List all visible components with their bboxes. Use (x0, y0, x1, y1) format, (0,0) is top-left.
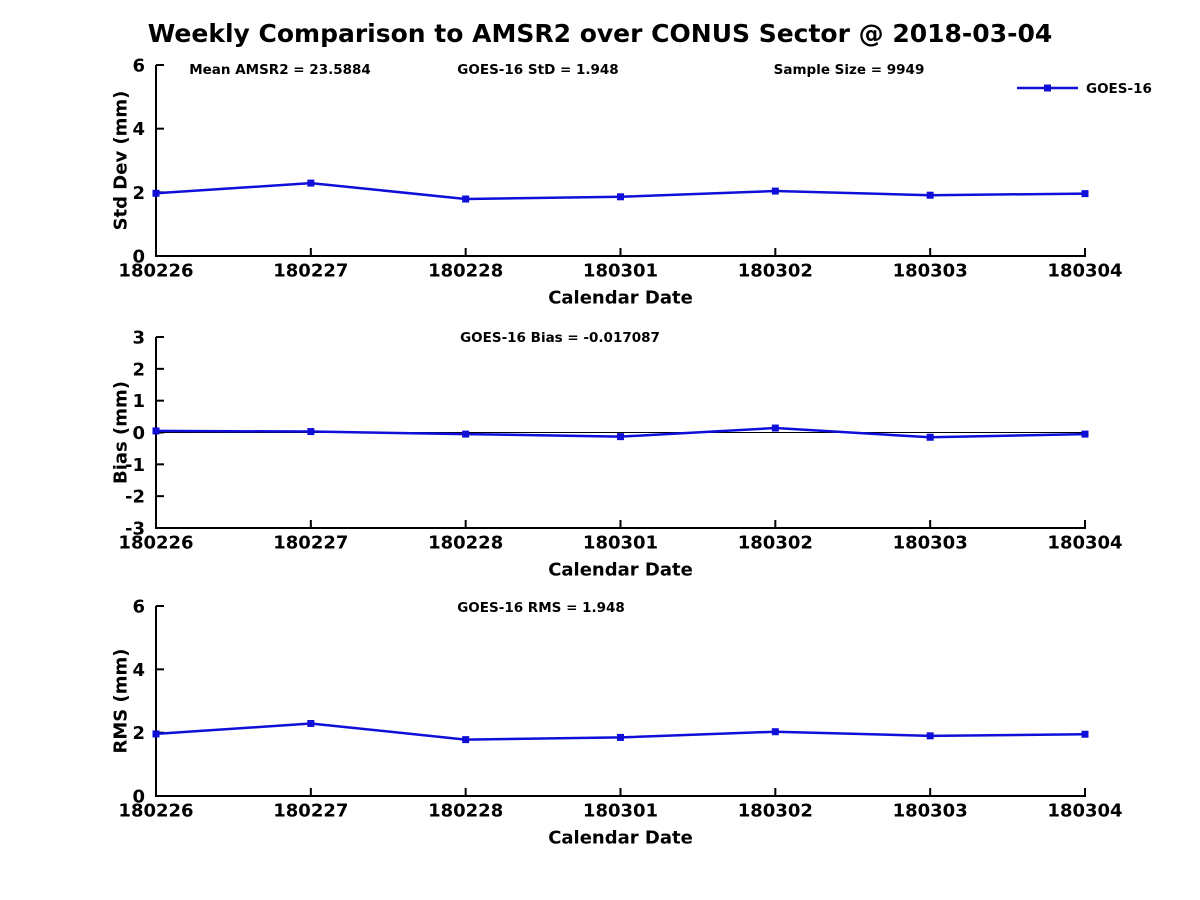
y-tick-label: 4 (132, 119, 145, 140)
x-tick-label: 180228 (428, 532, 503, 553)
annotation: Sample Size = 9949 (774, 62, 925, 78)
y-tick-label: 2 (132, 183, 145, 204)
data-point (926, 732, 934, 740)
data-point (771, 424, 779, 432)
x-axis-label: Calendar Date (548, 559, 693, 580)
y-tick-label: -1 (125, 455, 145, 476)
x-tick-label: 180226 (118, 800, 193, 821)
x-tick-label: 180228 (428, 800, 503, 821)
subplot-bias: -3 -2 -1 0 1 2 3 180226 180227 180228 180301 180302… (110, 327, 1122, 580)
legend: GOES-16 (1017, 81, 1152, 97)
annotation: GOES-16 Bias = -0.017087 (460, 330, 660, 346)
y-axis-label: Std Dev (mm) (110, 91, 131, 231)
y-tick-label: 2 (132, 723, 145, 744)
x-tick-label: 180302 (738, 260, 813, 281)
x-tick-label: 180304 (1047, 260, 1122, 281)
y-tick-label: 1 (132, 391, 145, 412)
data-point (617, 193, 624, 201)
x-tick-label: 180303 (893, 532, 968, 553)
x-tick-label: 180301 (583, 260, 658, 281)
y-tick-label: 0 (132, 246, 145, 267)
data-point (462, 195, 470, 203)
x-axis-label: Calendar Date (548, 287, 693, 308)
y-axis-label: RMS (mm) (110, 649, 131, 754)
legend-label: GOES-16 (1086, 81, 1152, 97)
y-tick-label: 3 (132, 327, 145, 348)
data-point (307, 428, 315, 436)
x-tick-label: 180226 (118, 532, 193, 553)
data-point (617, 733, 624, 741)
y-tick-label: 4 (132, 660, 145, 681)
x-tick-label: 180302 (738, 532, 813, 553)
x-tick-label: 180227 (273, 260, 348, 281)
x-tick-label: 180303 (893, 260, 968, 281)
y-tick-label: -2 (125, 487, 145, 508)
data-point (926, 191, 934, 199)
legend-marker (1044, 84, 1051, 92)
annotation: GOES-16 RMS = 1.948 (457, 600, 625, 616)
data-point (1081, 730, 1089, 738)
data-point (152, 189, 160, 197)
data-point (771, 728, 779, 736)
y-tick-label: 2 (132, 359, 145, 380)
x-tick-label: 180227 (273, 532, 348, 553)
x-tick-label: 180303 (893, 800, 968, 821)
x-tick-label: 180226 (118, 260, 193, 281)
y-tick-label: 6 (132, 55, 145, 76)
data-point (462, 430, 470, 438)
data-point (152, 427, 160, 435)
x-tick-label: 180301 (583, 800, 658, 821)
annotation: Mean AMSR2 = 23.5884 (189, 62, 371, 78)
subplot-std-dev: 0 2 4 6 180226 180227 180228 180301 180302 180303… (110, 55, 1151, 308)
x-axis-label: Calendar Date (548, 827, 693, 848)
data-point (926, 433, 934, 441)
y-tick-label: -3 (125, 518, 145, 539)
x-tick-label: 180227 (273, 800, 348, 821)
data-point (152, 730, 160, 738)
y-tick-label: 6 (132, 596, 145, 617)
x-tick-label: 180301 (583, 532, 658, 553)
data-point (1081, 430, 1089, 438)
data-point (771, 187, 779, 195)
x-tick-label: 180228 (428, 260, 503, 281)
x-tick-label: 180302 (738, 800, 813, 821)
data-point (307, 719, 315, 727)
data-point (462, 736, 470, 744)
data-point (617, 433, 624, 441)
data-point (1081, 190, 1089, 198)
y-tick-label: 0 (132, 786, 145, 807)
y-tick-label: 0 (132, 423, 145, 444)
data-point (307, 179, 315, 187)
figure-title: Weekly Comparison to AMSR2 over CONUS Se… (147, 19, 1053, 48)
annotation: GOES-16 StD = 1.948 (457, 62, 618, 78)
subplot-rms: 0 2 4 6 180226 180227 180228 180301 180302 180303… (110, 596, 1122, 848)
x-tick-label: 180304 (1047, 532, 1122, 553)
x-tick-label: 180304 (1047, 800, 1122, 821)
y-axis-label: Bias (mm) (110, 381, 131, 484)
